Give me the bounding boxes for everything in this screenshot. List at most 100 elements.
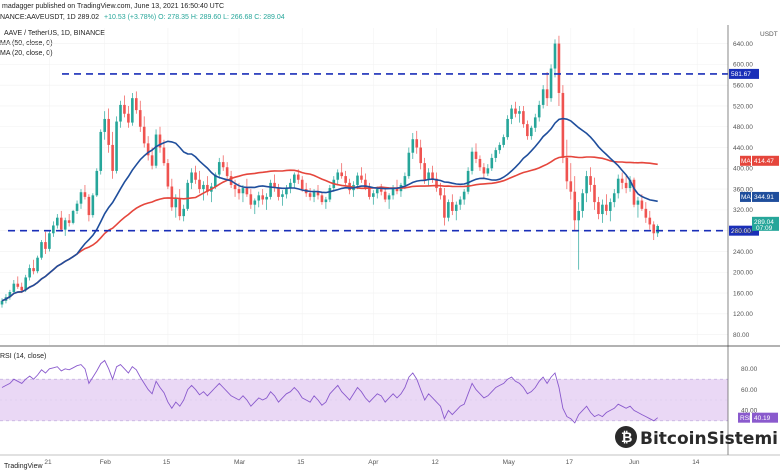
candle-body xyxy=(174,198,178,208)
candle-body xyxy=(375,189,379,194)
candle-body xyxy=(644,208,648,218)
candle-body xyxy=(403,176,407,185)
candle-body xyxy=(454,204,458,211)
candle-body xyxy=(91,195,95,216)
candle-body xyxy=(506,118,509,138)
rsi-tick-label: 40.00 xyxy=(741,408,758,415)
candle-body xyxy=(12,283,16,292)
candle-body xyxy=(162,147,166,164)
rsi-badge xyxy=(752,412,778,423)
candle-body xyxy=(316,191,320,196)
candle-body xyxy=(178,198,182,217)
candle-body xyxy=(368,188,371,197)
time-tick-label: 21 xyxy=(44,459,52,466)
level-badge xyxy=(729,225,759,236)
price-badge-value: 414.47 xyxy=(754,158,774,165)
price-tick-label: 560.00 xyxy=(733,82,753,89)
level-badge-text: 280.00 xyxy=(731,228,751,235)
candle-body xyxy=(549,68,553,99)
candle-body xyxy=(103,118,106,132)
candle-body xyxy=(474,151,478,159)
candle-body xyxy=(166,163,170,187)
candle-body xyxy=(95,170,99,196)
candle-body xyxy=(537,104,541,118)
price-badge xyxy=(752,216,779,231)
bitcoin-logo-glyph: ₿ xyxy=(621,430,632,446)
candle-body xyxy=(202,184,205,190)
candle-body xyxy=(541,89,545,105)
candle-body xyxy=(482,167,486,174)
header-symbol: NANCE:AAVEUSDT, 1D 289.02 xyxy=(0,14,99,21)
price-tick-label: 280.00 xyxy=(733,228,753,235)
candle-body xyxy=(56,217,59,226)
time-tick-label: Feb xyxy=(100,459,112,466)
candle-body xyxy=(569,181,573,192)
candle-body xyxy=(411,139,415,153)
candle-body xyxy=(48,233,51,249)
time-tick-label: 15 xyxy=(163,459,171,466)
candle-body xyxy=(494,150,498,158)
candle-body xyxy=(545,89,549,99)
candle-body xyxy=(71,210,75,223)
rsi-panel: 80.00 60.00 40.00 RSI (14, close) RSI 40.19 xyxy=(0,353,778,424)
candle-body xyxy=(364,179,367,189)
candle-body xyxy=(344,176,347,183)
candle-body xyxy=(138,110,142,127)
candle-body xyxy=(269,182,272,197)
candle-body xyxy=(285,188,288,195)
candle-body xyxy=(565,157,569,182)
candle-body xyxy=(379,189,383,192)
candle-body xyxy=(281,194,284,197)
candle-body xyxy=(300,179,304,190)
candle-body xyxy=(190,172,193,183)
price-badge-value: 289.04 xyxy=(754,219,774,226)
price-tick-label: 200.00 xyxy=(733,270,753,277)
price-badge-countdown: 07:09 xyxy=(756,225,773,232)
candle-body xyxy=(79,192,83,204)
candle-body xyxy=(573,191,577,221)
candle-body xyxy=(289,182,292,189)
candle-body xyxy=(514,108,517,114)
rsi-badge-tag-text: RSI xyxy=(740,415,751,422)
candle-body xyxy=(261,195,264,200)
price-tick-label: 120.00 xyxy=(733,311,753,318)
time-axis: 21 Feb 15 Mar 15 Apr 12 May 17 Jun 14 xyxy=(44,459,699,466)
candle-body xyxy=(624,182,628,189)
candle-body xyxy=(451,202,454,211)
candle-body xyxy=(383,191,387,200)
header-pair-line: AAVE / TetherUS, 1D, BINANCE xyxy=(4,30,105,37)
candle-body xyxy=(198,179,201,190)
price-tick-label: 360.00 xyxy=(733,186,753,193)
candle-body xyxy=(593,184,596,203)
candle-body xyxy=(214,174,217,187)
ma-badge-tag-text: MA xyxy=(741,194,751,201)
candle-body xyxy=(553,43,557,69)
candle-body xyxy=(415,139,419,148)
candle-body xyxy=(533,117,537,128)
candle-body xyxy=(249,194,253,205)
candle-body xyxy=(443,195,446,218)
candle-body xyxy=(486,168,490,174)
candle-body xyxy=(478,158,482,168)
candle-body xyxy=(253,200,257,205)
header-ohlc: +10.53 (+3.78%) O: 278.35 H: 289.60 L: 2… xyxy=(104,14,285,21)
level-badge-text: 581.67 xyxy=(731,71,751,78)
candle-body xyxy=(312,191,316,197)
time-tick-label: 14 xyxy=(692,459,700,466)
time-tick-label: Jun xyxy=(629,459,640,466)
candle-body xyxy=(387,195,391,200)
candle-body xyxy=(656,225,659,234)
price-axis: 640.00 600.00 560.00 520.00 480.00 440.00 400.… xyxy=(0,25,780,456)
candle-body xyxy=(293,174,296,183)
candle-body xyxy=(340,172,343,177)
header-published-line: madagger published on TradingView.com, J… xyxy=(2,3,224,10)
bitcoin-logo-icon xyxy=(615,426,637,448)
candle-body xyxy=(620,178,624,183)
candle-body xyxy=(632,179,636,205)
candle-body xyxy=(142,126,146,144)
candle-body xyxy=(107,118,110,145)
candle-body xyxy=(273,182,276,189)
time-tick-label: May xyxy=(503,459,516,466)
price-badge xyxy=(752,191,779,202)
time-tick-label: Mar xyxy=(234,459,246,466)
